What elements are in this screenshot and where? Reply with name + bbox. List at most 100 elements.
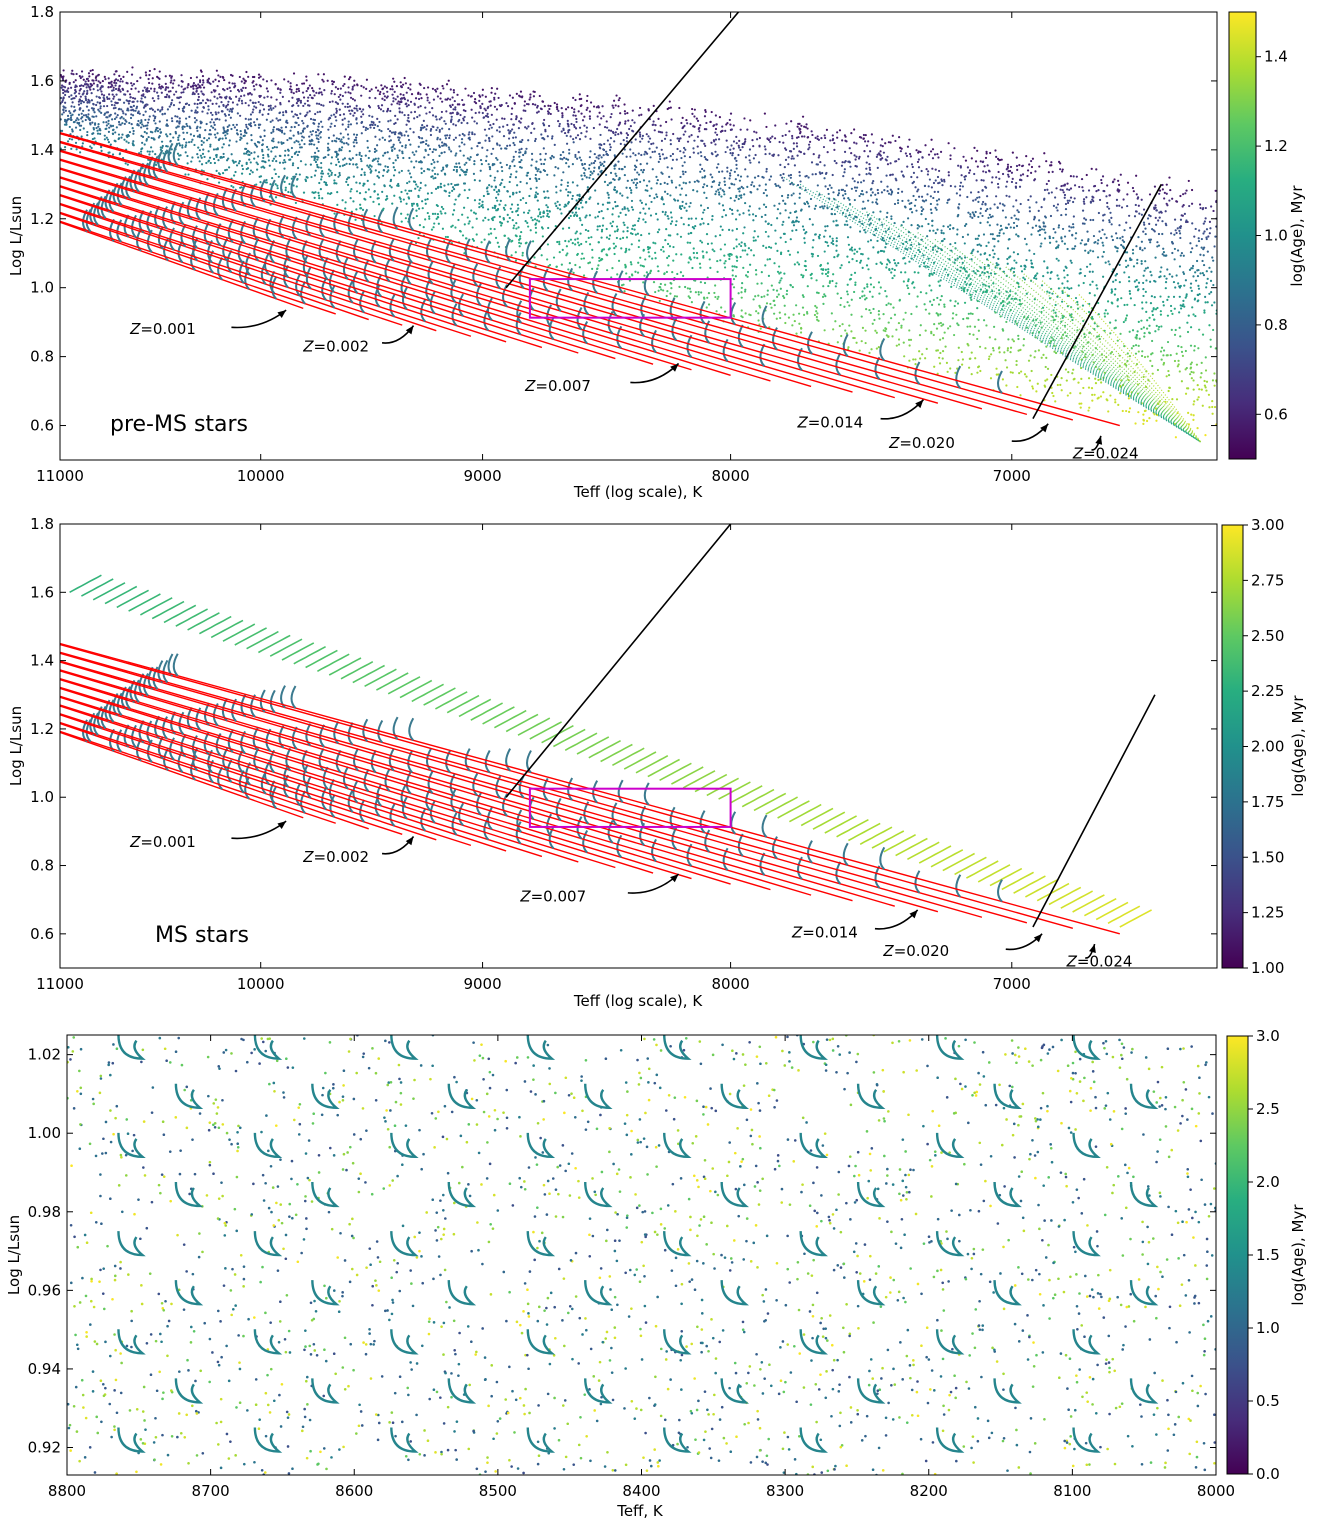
scatter-point: [939, 150, 943, 153]
scatter-point: [292, 92, 295, 95]
scatter-point: [619, 211, 622, 214]
scatter-point: [213, 161, 217, 165]
scatter-point: [1008, 195, 1011, 198]
scatter-point: [846, 283, 849, 286]
scatter-point: [875, 347, 878, 350]
scatter-point: [346, 183, 350, 186]
scatter-point: [1050, 191, 1053, 194]
scatter-point: [392, 100, 395, 103]
scatter-point: [114, 84, 117, 87]
scatter-point: [261, 139, 264, 142]
scatter-point: [328, 148, 331, 151]
scatter-point: [688, 287, 692, 290]
scatter-point: [635, 159, 638, 162]
scatter-point: [395, 84, 398, 88]
scatter-point: [173, 79, 176, 82]
scatter-point: [540, 162, 543, 166]
scatter-point: [1096, 242, 1099, 245]
scatter-point: [677, 139, 681, 143]
scatter-point: [790, 194, 793, 197]
scatter-point: [924, 265, 927, 268]
scatter-point: [1185, 294, 1188, 298]
scatter-point: [678, 205, 682, 208]
scatter-point: [454, 106, 457, 109]
scatter-point: [80, 70, 84, 73]
scatter-point: [247, 118, 250, 121]
scatter-point: [853, 180, 856, 183]
scatter-point: [1110, 216, 1113, 219]
scatter-point: [967, 211, 970, 214]
scatter-point: [224, 169, 227, 172]
scatter-point: [77, 118, 80, 121]
scatter-point: [346, 105, 349, 109]
scatter-point: [609, 137, 613, 140]
scatter-point: [583, 172, 586, 175]
scatter-point: [528, 177, 532, 181]
scatter-point: [752, 298, 755, 301]
scatter-point: [525, 127, 528, 130]
scatter-point: [218, 93, 221, 96]
scatter-point: [252, 80, 255, 83]
scatter-point: [1140, 354, 1144, 358]
scatter-point: [111, 124, 115, 127]
scatter-point: [315, 134, 318, 137]
scatter-point: [855, 259, 858, 263]
scatter-point: [539, 158, 542, 161]
scatter-point: [858, 349, 861, 352]
scatter-point: [467, 94, 470, 97]
scatter-point: [585, 200, 588, 204]
scatter-point: [415, 214, 418, 218]
scatter-point: [765, 246, 768, 249]
scatter-point: [661, 210, 664, 214]
scatter-point: [506, 144, 509, 147]
scatter-point: [988, 224, 991, 227]
scatter-point: [728, 186, 731, 189]
scatter-point: [322, 73, 325, 76]
scatter-point: [690, 107, 694, 111]
scatter-point: [1083, 222, 1086, 225]
scatter-point: [1061, 189, 1064, 192]
scatter-point: [423, 126, 426, 129]
scatter-point: [714, 138, 718, 141]
scatter-point: [782, 232, 786, 235]
scatter-point: [1142, 294, 1145, 298]
scatter-point: [380, 104, 384, 107]
scatter-point: [360, 94, 363, 97]
scatter-point: [1044, 216, 1048, 219]
scatter-point: [818, 237, 821, 240]
scatter-point: [686, 287, 689, 290]
scatter-point: [400, 212, 403, 215]
scatter-point: [314, 169, 317, 172]
scatter-point: [713, 140, 716, 143]
scatter-point: [349, 92, 352, 95]
scatter-point: [880, 191, 884, 194]
scatter-point: [617, 259, 621, 262]
scatter-point: [371, 123, 374, 127]
scatter-point: [202, 81, 205, 84]
scatter-point: [493, 98, 496, 101]
scatter-point: [730, 208, 734, 212]
scatter-point: [92, 109, 95, 112]
scatter-point: [706, 206, 710, 210]
scatter-point: [261, 143, 264, 146]
scatter-point: [344, 207, 347, 210]
scatter-point: [1209, 227, 1212, 230]
scatter-point: [573, 108, 576, 111]
scatter-point: [303, 102, 307, 105]
scatter-point: [940, 295, 943, 298]
scatter-point: [868, 163, 871, 166]
scatter-point: [870, 348, 873, 351]
scatter-point: [318, 110, 322, 113]
scatter-point: [669, 194, 672, 197]
scatter-point: [807, 176, 810, 179]
scatter-point: [121, 80, 124, 83]
scatter-point: [425, 128, 428, 131]
scatter-point: [540, 107, 543, 111]
scatter-point: [84, 80, 87, 83]
scatter-point: [469, 156, 472, 159]
scatter-point: [608, 201, 611, 204]
scatter-point: [444, 212, 447, 215]
scatter-point: [532, 95, 536, 98]
scatter-point: [228, 124, 231, 127]
scatter-point: [1204, 356, 1207, 359]
